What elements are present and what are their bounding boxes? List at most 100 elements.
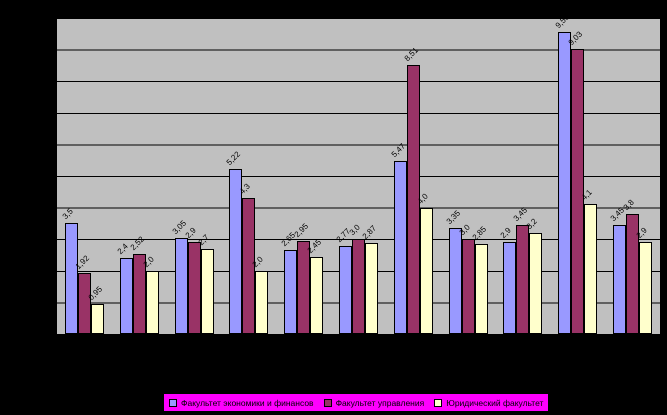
bar-slot-economics: 3,45 <box>609 206 627 334</box>
bar-management <box>626 213 640 334</box>
bar-management <box>571 48 585 334</box>
bar-slot-law: 2,0 <box>251 255 269 334</box>
bar-group: 5,22 4,3 2,0 <box>221 18 276 334</box>
bar-economics <box>64 223 78 334</box>
bar-slot-law: 2,9 <box>635 226 653 334</box>
data-label-economics: 5,22 <box>224 149 243 168</box>
data-label-economics: 3,45 <box>608 205 627 223</box>
bar-slot-management: 3,0 <box>348 223 365 334</box>
data-label-economics: 2,4 <box>115 241 130 257</box>
bar-management <box>77 273 91 334</box>
bar-management <box>351 239 365 334</box>
bar-law <box>90 303 104 334</box>
bar-slot-economics: 9,56 <box>554 13 572 334</box>
bar-law <box>310 256 324 334</box>
bar-slot-management: 3,8 <box>622 198 640 334</box>
bar-slot-law: 2,0 <box>141 255 159 334</box>
data-label-economics: 5,47 <box>389 141 407 160</box>
bar-group: 2,4 2,52 2,0 <box>112 18 167 334</box>
data-label-management: 2,52 <box>128 234 146 253</box>
bar-management <box>516 224 530 334</box>
bar-slot-economics: 2,4 <box>115 242 133 334</box>
legend: Факультет экономики и финансов Факультет… <box>163 393 550 412</box>
bar-economics <box>393 161 407 334</box>
bar-slot-economics: 3,05 <box>170 218 188 334</box>
bar-management <box>132 254 146 334</box>
bar-slot-economics: 3,5 <box>61 207 78 334</box>
bar-slot-management: 3,0 <box>457 223 475 334</box>
legend-label-management: Факультет управления <box>335 397 425 408</box>
data-label-law: 2,87 <box>360 223 378 242</box>
bar-economics <box>338 246 352 334</box>
bar-law <box>255 270 269 334</box>
bar-group: 9,56 9,03 4,1 <box>550 13 605 334</box>
bar-slot-law: 2,87 <box>361 224 378 334</box>
data-label-economics: 9,56 <box>553 12 572 30</box>
bar-economics <box>613 224 627 334</box>
bar-slot-law: 2,7 <box>196 232 214 334</box>
bar-slot-management: 3,45 <box>512 206 530 334</box>
bar-slot-economics: 3,35 <box>444 209 462 334</box>
bar-slot-economics: 2,9 <box>499 226 517 334</box>
bar-law <box>419 207 433 334</box>
legend-swatch-law <box>434 398 443 407</box>
bar-management <box>297 240 311 334</box>
legend-item-economics: Факультет экономики и финансов <box>169 398 314 408</box>
bar-group: 3,35 3,0 2,85 <box>441 18 496 334</box>
bar-slot-management: 1,92 <box>74 254 91 334</box>
data-label-economics: 2,9 <box>499 226 514 241</box>
bar-law <box>200 248 214 334</box>
bar-economics <box>558 31 572 334</box>
bar-slot-law: 3,2 <box>525 217 543 334</box>
legend-item-management: Факультет управления <box>323 397 425 408</box>
bar-economics <box>503 242 517 334</box>
legend-item-law: Юридический факультет <box>434 398 543 408</box>
bar-slot-law: 2,45 <box>306 237 324 334</box>
bar-slot-management: 9,03 <box>567 29 585 334</box>
bar-management <box>187 242 201 334</box>
bar-slot-management: 2,9 <box>183 226 201 334</box>
legend-label-economics: Факультет экономики и финансов <box>181 397 314 408</box>
bar-slot-law: 0,95 <box>87 285 104 334</box>
data-label-management: 2,95 <box>292 221 311 239</box>
bar-slot-economics: 2,65 <box>280 231 298 334</box>
bar-group: 2,77 3,0 2,87 <box>331 18 386 334</box>
bar-management <box>242 198 256 334</box>
data-label-economics: 3,5 <box>60 207 75 222</box>
bar-slot-law: 4,1 <box>580 188 598 334</box>
legend-swatch-economics <box>169 398 177 407</box>
bar-group: 5,47 8,51 4,0 <box>386 18 441 334</box>
bar-slot-management: 2,95 <box>293 221 311 334</box>
bar-economics <box>284 250 298 334</box>
bar-slot-management: 8,51 <box>402 46 420 334</box>
bar-slot-economics: 2,77 <box>335 227 352 334</box>
bar-law <box>364 243 378 334</box>
bar-economics <box>229 169 243 334</box>
bar-slot-management: 2,52 <box>128 235 146 334</box>
bar-management <box>406 65 420 334</box>
bar-group: 2,65 2,95 2,45 <box>276 18 331 334</box>
legend-swatch-management <box>323 398 332 407</box>
bar-slot-law: 2,85 <box>470 225 488 334</box>
bar-slot-economics: 5,22 <box>225 150 243 334</box>
bar-law <box>584 204 598 334</box>
bar-group: 3,5 1,92 0,95 <box>57 18 112 334</box>
bar-economics <box>174 237 188 334</box>
data-label-management: 3,0 <box>347 222 362 238</box>
bar-groups: 3,5 1,92 0,95 2,4 2,52 2,0 3,05 2,9 2,7 5,22 4,3 2,… <box>57 13 660 334</box>
data-label-economics: 3,35 <box>444 208 462 227</box>
data-label-management: 8,51 <box>402 45 420 64</box>
bar-slot-law: 4,0 <box>415 191 433 334</box>
bar-law <box>529 232 543 334</box>
bar-management <box>461 239 475 334</box>
bar-law <box>474 243 488 334</box>
bar-economics <box>119 258 133 334</box>
bar-group: 3,05 2,9 2,7 <box>167 18 222 334</box>
legend-label-law: Юридический факультет <box>446 397 544 408</box>
bar-economics <box>448 228 462 334</box>
bar-slot-management: 4,3 <box>238 182 256 334</box>
bar-group: 3,45 3,8 2,9 <box>605 18 660 334</box>
bar-slot-economics: 5,47 <box>389 142 407 334</box>
bar-group: 2,9 3,45 3,2 <box>496 18 551 334</box>
